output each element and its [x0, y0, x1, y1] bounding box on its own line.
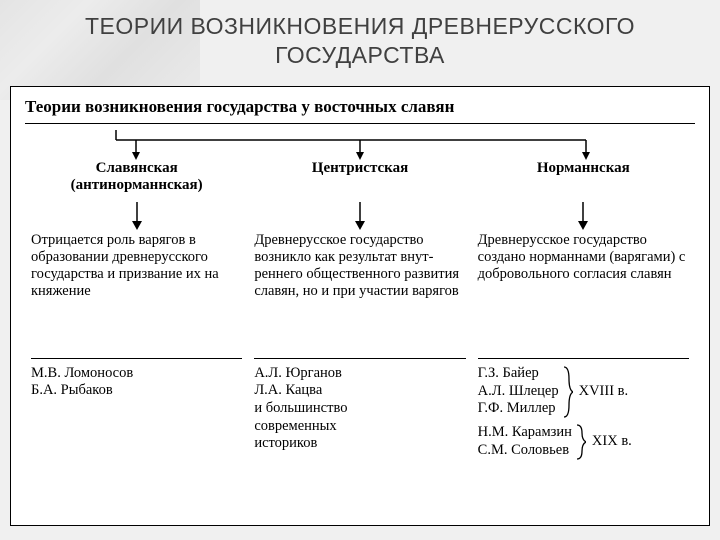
- arrow-down-icon: [130, 202, 144, 230]
- branch-centrist: Центристская Древнерусское госу­дарство …: [248, 156, 471, 534]
- branch-title-text: Центристская: [312, 160, 408, 176]
- branch-name: Норманнская: [478, 156, 689, 200]
- branch-authors: М.В. Ломоносов Б.А. Рыбаков: [31, 365, 242, 400]
- brace-icon: [563, 365, 573, 419]
- author-group: Н.М. Карамзин С.М. Соловьев XIX в.: [478, 423, 689, 461]
- author-group: Г.З. Байер А.Л. Шлецер Г.Ф. Миллер XVIII…: [478, 365, 689, 419]
- divider: [478, 358, 689, 359]
- branch-subtitle: (антинорманнская): [71, 177, 203, 193]
- century-label: XVIII в.: [577, 383, 629, 401]
- divider: [254, 358, 465, 359]
- century-label: XIX в.: [590, 433, 632, 451]
- divider: [31, 358, 242, 359]
- branch-slavic: Славянская (антинорманнская) Отрицается …: [25, 156, 248, 534]
- arrow-down-icon: [353, 202, 367, 230]
- branch-description: Древнерусское госу­дарство создано нор­м…: [478, 232, 689, 350]
- branch-name: Славянская (антинорманнская): [31, 156, 242, 200]
- branch-name: Центристская: [254, 156, 465, 200]
- author-names: Г.З. Байер А.Л. Шлецер Г.Ф. Миллер: [478, 365, 559, 418]
- slide-title: ТЕОРИИ ВОЗНИКНОВЕНИЯ ДРЕВНЕРУССКОГО ГОСУ…: [0, 0, 720, 78]
- branches-row: Славянская (антинорманнская) Отрицается …: [25, 156, 695, 534]
- branch-norman: Норманнская Древнерусское госу­дарство с…: [472, 156, 695, 534]
- branch-description: Древнерусское госу­дарство возникло как …: [254, 232, 465, 350]
- branch-title-text: Славянская: [96, 160, 178, 176]
- theories-chart: Теории возникновения государства у восто…: [10, 86, 710, 526]
- branch-authors: Г.З. Байер А.Л. Шлецер Г.Ф. Миллер XVIII…: [478, 365, 689, 461]
- branch-description: Отрицается роль варя­гов в образовании д…: [31, 232, 242, 350]
- chart-header: Теории возникновения государства у восто…: [25, 97, 695, 124]
- branch-title-text: Норманнская: [537, 160, 630, 176]
- arrow-down-icon: [576, 202, 590, 230]
- author-names: Н.М. Карамзин С.М. Соловьев: [478, 424, 572, 459]
- brace-icon: [576, 423, 586, 461]
- branch-authors: А.Л. Юрганов Л.А. Кацва и большинство со…: [254, 365, 465, 453]
